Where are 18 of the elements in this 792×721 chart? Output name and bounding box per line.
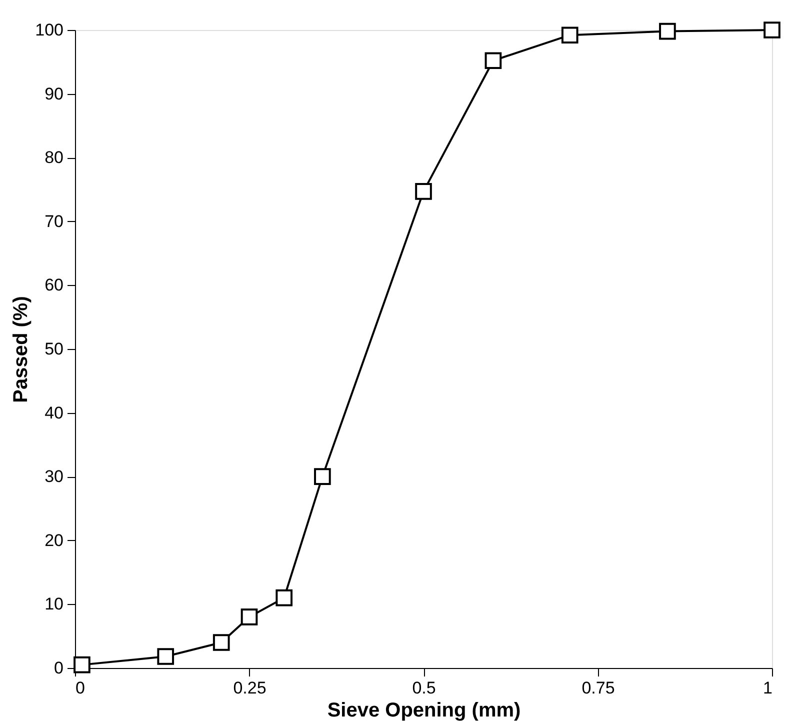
x-tick-label: 1 <box>763 678 772 698</box>
y-tick-label: 50 <box>44 340 64 358</box>
x-tick-label: 0.5 <box>412 678 436 698</box>
y-tick-label: 70 <box>44 212 64 231</box>
y-axis-title: Passed (%) <box>10 296 32 403</box>
x-tick-label: 0.75 <box>582 678 615 698</box>
y-tick-label: 60 <box>44 276 64 295</box>
y-tick-label: 100 <box>35 20 64 40</box>
y-tick-label: 30 <box>44 467 64 486</box>
y-tick-label: 10 <box>44 594 64 614</box>
y-tick-label: 80 <box>44 148 64 168</box>
y-tick-label: 0 <box>54 658 64 678</box>
y-tick-label: 90 <box>44 84 64 104</box>
y-tick-label: 40 <box>44 403 64 422</box>
x-axis-title: Sieve Opening (mm) <box>327 700 521 721</box>
y-tick-label: 20 <box>44 530 64 550</box>
x-tick-label: 0 <box>76 678 85 698</box>
x-tick-label: 0.25 <box>233 678 266 698</box>
